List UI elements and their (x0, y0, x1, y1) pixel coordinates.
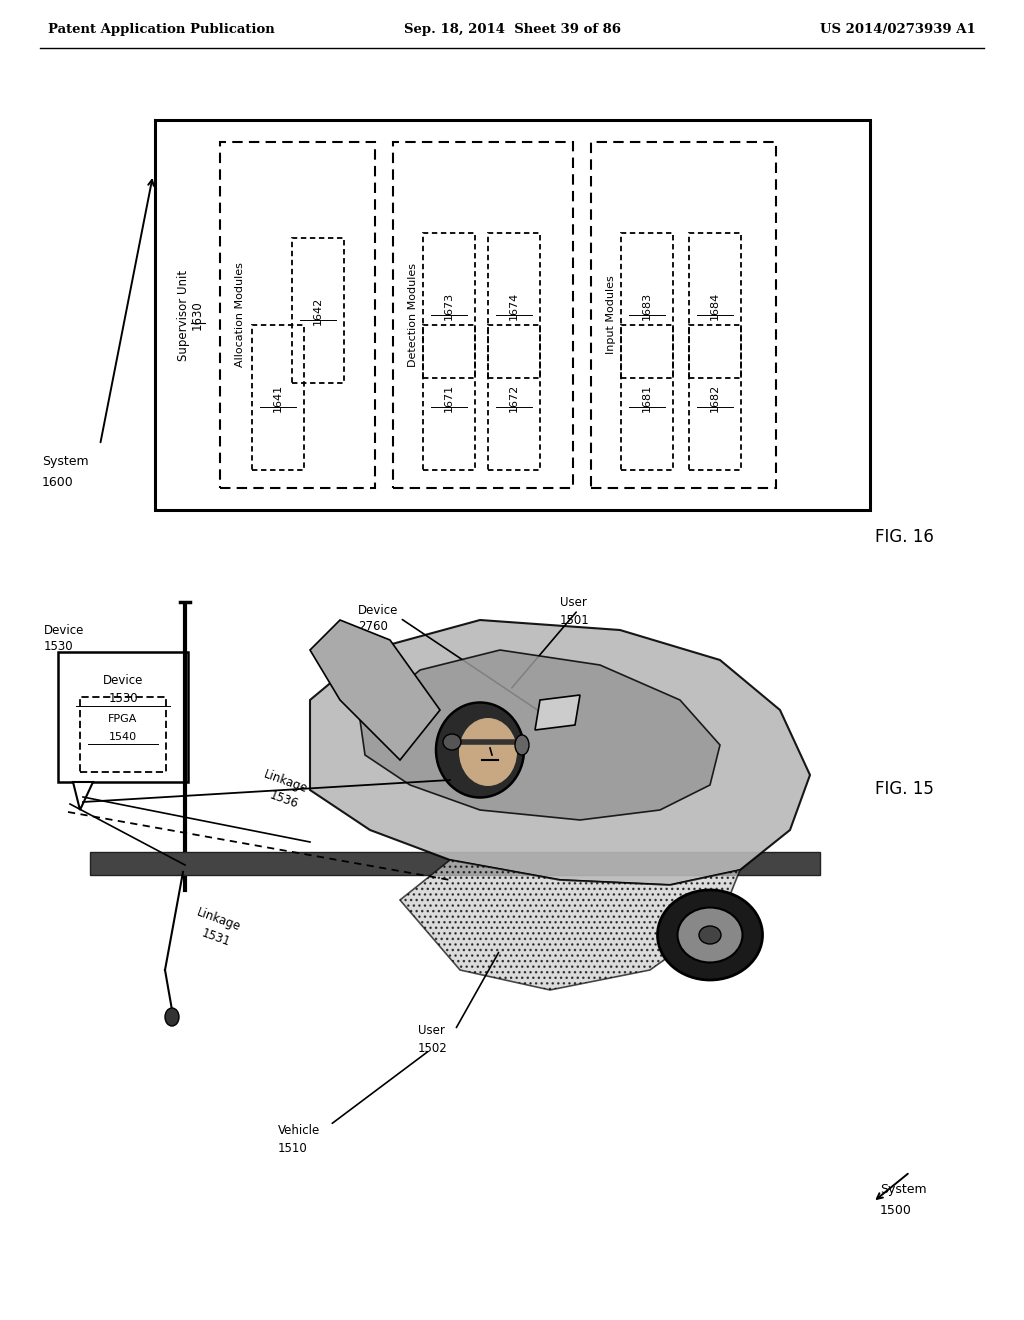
Text: 1510: 1510 (278, 1142, 308, 1155)
Text: Detection Modules: Detection Modules (408, 263, 418, 367)
Ellipse shape (657, 890, 763, 979)
Text: Input Modules: Input Modules (606, 276, 616, 354)
Text: 1684: 1684 (710, 292, 720, 319)
Ellipse shape (459, 718, 517, 785)
Text: 1674: 1674 (509, 292, 519, 319)
Text: Allocation Modules: Allocation Modules (234, 263, 245, 367)
Polygon shape (90, 851, 820, 875)
Text: 1530: 1530 (109, 692, 138, 705)
Polygon shape (360, 649, 720, 820)
Text: FIG. 16: FIG. 16 (874, 528, 934, 546)
Polygon shape (310, 620, 810, 884)
Text: 1500: 1500 (880, 1204, 912, 1217)
Text: 1642: 1642 (313, 297, 323, 325)
Text: System: System (880, 1184, 927, 1196)
Polygon shape (73, 781, 93, 810)
Text: US 2014/0273939 A1: US 2014/0273939 A1 (820, 24, 976, 37)
Text: Device: Device (102, 673, 143, 686)
Text: 1630: 1630 (190, 300, 204, 330)
Text: Linkage: Linkage (195, 906, 243, 935)
Text: 1501: 1501 (560, 614, 590, 627)
Text: Supervisor Unit: Supervisor Unit (176, 269, 189, 360)
Text: 1600: 1600 (42, 475, 74, 488)
Ellipse shape (165, 1008, 179, 1026)
Text: User: User (560, 595, 587, 609)
Ellipse shape (699, 927, 721, 944)
Text: 1681: 1681 (642, 383, 652, 412)
Text: 1671: 1671 (444, 383, 454, 412)
Text: 1531: 1531 (200, 927, 232, 949)
Text: 1540: 1540 (109, 733, 137, 742)
Text: 1530: 1530 (44, 640, 74, 653)
Text: 1672: 1672 (509, 383, 519, 412)
Text: 1536: 1536 (268, 789, 300, 812)
Text: User: User (418, 1023, 444, 1036)
Text: 1641: 1641 (273, 383, 283, 412)
Text: Linkage: Linkage (262, 768, 309, 796)
Polygon shape (310, 620, 440, 760)
Polygon shape (58, 652, 188, 781)
Ellipse shape (436, 702, 524, 797)
Text: Device: Device (44, 623, 84, 636)
Text: Device: Device (358, 603, 398, 616)
Text: System: System (42, 455, 89, 469)
Text: 1682: 1682 (710, 383, 720, 412)
Ellipse shape (678, 908, 742, 962)
Text: Patent Application Publication: Patent Application Publication (48, 24, 274, 37)
Text: Sep. 18, 2014  Sheet 39 of 86: Sep. 18, 2014 Sheet 39 of 86 (403, 24, 621, 37)
Text: 1502: 1502 (418, 1041, 447, 1055)
Polygon shape (535, 696, 580, 730)
Ellipse shape (443, 734, 461, 750)
Text: 1683: 1683 (642, 292, 652, 319)
Ellipse shape (515, 735, 529, 755)
Text: FPGA: FPGA (109, 714, 137, 723)
Text: Vehicle: Vehicle (278, 1123, 321, 1137)
Text: FIG. 15: FIG. 15 (874, 780, 934, 799)
Text: 1673: 1673 (444, 292, 454, 319)
Text: 2760: 2760 (358, 620, 388, 634)
Polygon shape (400, 861, 740, 990)
